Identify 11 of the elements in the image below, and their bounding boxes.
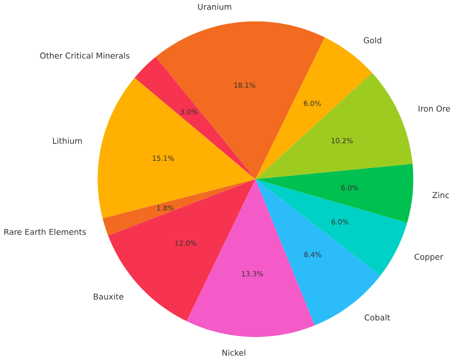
slice-label: Copper [414, 254, 444, 262]
slice-label: Iron Ore [418, 105, 450, 112]
slice-label: Zinc [432, 192, 449, 198]
slice-label: Cobalt [364, 314, 390, 320]
slice-label: Bauxite [94, 293, 124, 300]
slice-label: Nickel [222, 349, 246, 356]
slice-label: Other Critical Minerals [40, 52, 130, 58]
slice-label: Uranium [198, 3, 232, 10]
slice-label: Lithium [53, 137, 82, 144]
slice-label: Gold [364, 36, 382, 44]
slice-label: Rare Earth Elements [4, 228, 86, 235]
